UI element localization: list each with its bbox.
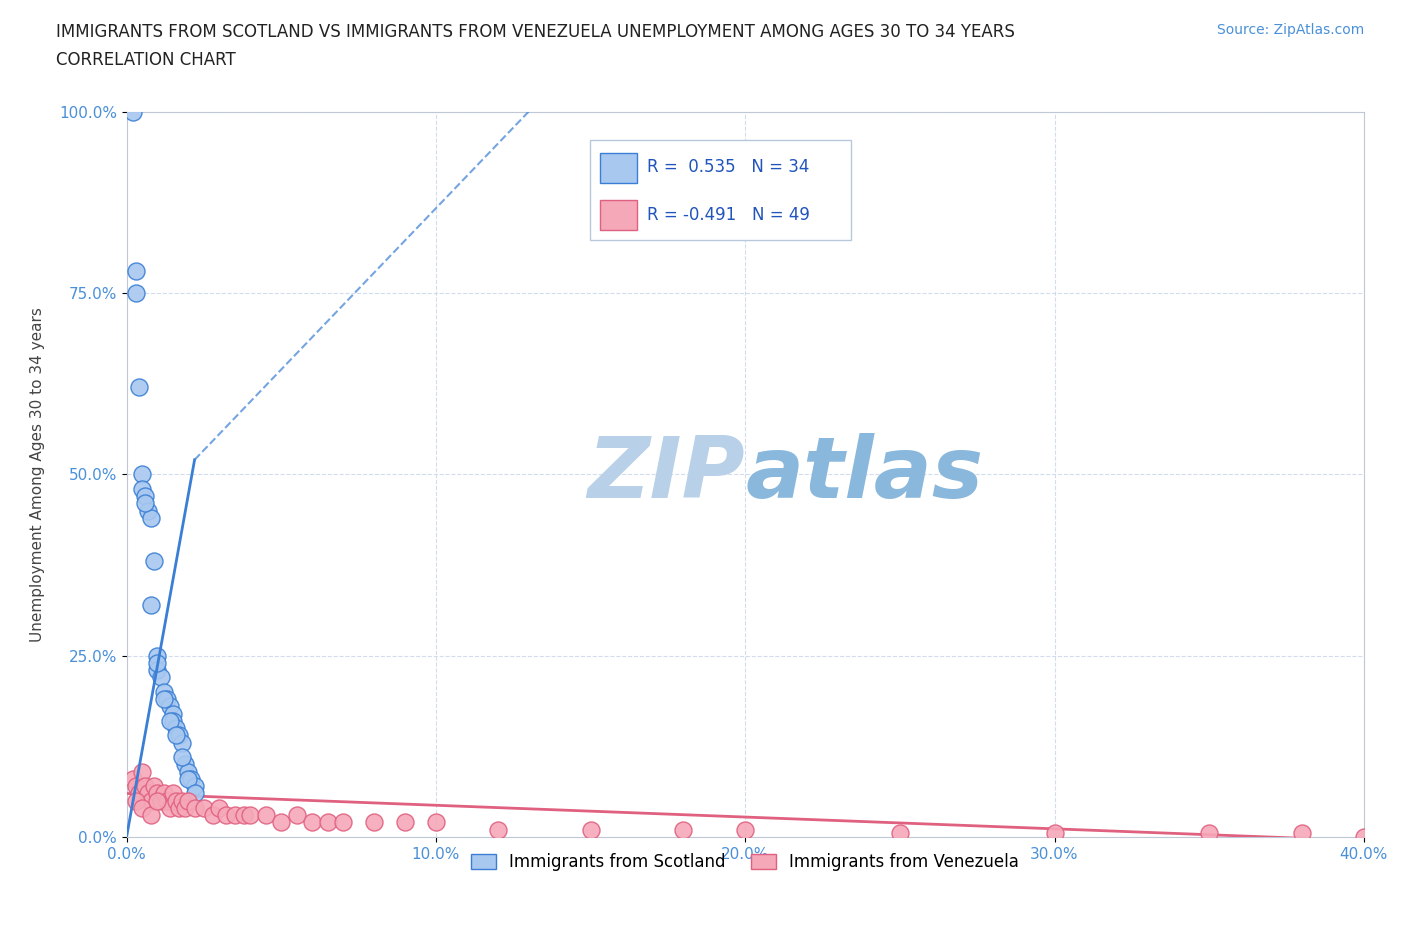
Point — [149, 670, 172, 684]
Point — [141, 793, 163, 808]
Point — [224, 808, 246, 823]
Point — [172, 750, 194, 764]
Point — [889, 826, 911, 841]
Point — [152, 692, 174, 707]
Point — [162, 706, 184, 721]
Point — [146, 663, 169, 678]
FancyBboxPatch shape — [600, 153, 637, 183]
Point — [162, 786, 184, 801]
Point — [193, 801, 215, 816]
Point — [214, 808, 236, 823]
Point — [131, 482, 153, 497]
Point — [177, 764, 200, 779]
Point — [208, 801, 231, 816]
Point — [141, 511, 163, 525]
Point — [131, 764, 153, 779]
Point — [270, 815, 292, 830]
Y-axis label: Unemployment Among Ages 30 to 34 years: Unemployment Among Ages 30 to 34 years — [30, 307, 45, 642]
Point — [162, 713, 184, 728]
Point — [165, 721, 187, 736]
Point — [486, 822, 509, 837]
Point — [285, 808, 308, 823]
Point — [159, 699, 181, 714]
Point — [174, 757, 197, 772]
Point — [579, 822, 602, 837]
Point — [167, 801, 190, 816]
FancyBboxPatch shape — [591, 140, 852, 241]
Point — [156, 692, 179, 707]
Legend: Immigrants from Scotland, Immigrants from Venezuela: Immigrants from Scotland, Immigrants fro… — [463, 844, 1028, 880]
Point — [202, 808, 225, 823]
Point — [174, 801, 197, 816]
Point — [159, 801, 181, 816]
Point — [136, 786, 159, 801]
Point — [672, 822, 695, 837]
Point — [146, 786, 169, 801]
Text: atlas: atlas — [745, 432, 983, 516]
Text: R =  0.535   N = 34: R = 0.535 N = 34 — [647, 158, 810, 177]
Point — [159, 713, 181, 728]
Point — [734, 822, 756, 837]
Point — [165, 728, 187, 743]
Point — [134, 488, 156, 503]
Point — [1198, 826, 1220, 841]
Point — [1291, 826, 1313, 841]
Point — [146, 793, 169, 808]
Text: CORRELATION CHART: CORRELATION CHART — [56, 51, 236, 69]
Point — [425, 815, 447, 830]
Text: R = -0.491   N = 49: R = -0.491 N = 49 — [647, 206, 810, 224]
Point — [316, 815, 339, 830]
Point — [301, 815, 323, 830]
Point — [146, 656, 169, 671]
Point — [131, 467, 153, 482]
Point — [254, 808, 277, 823]
Point — [177, 772, 200, 787]
Point — [152, 786, 174, 801]
Point — [141, 808, 163, 823]
FancyBboxPatch shape — [600, 200, 637, 231]
Point — [183, 801, 205, 816]
Point — [141, 597, 163, 612]
Point — [363, 815, 385, 830]
Point — [332, 815, 354, 830]
Point — [136, 503, 159, 518]
Text: IMMIGRANTS FROM SCOTLAND VS IMMIGRANTS FROM VENEZUELA UNEMPLOYMENT AMONG AGES 30: IMMIGRANTS FROM SCOTLAND VS IMMIGRANTS F… — [56, 23, 1015, 41]
Point — [172, 793, 194, 808]
Point — [1353, 830, 1375, 844]
Point — [146, 648, 169, 663]
Point — [143, 778, 166, 793]
Point — [125, 793, 148, 808]
Point — [1043, 826, 1066, 841]
Point — [134, 496, 156, 511]
Point — [125, 264, 148, 279]
Point — [128, 786, 150, 801]
Point — [167, 728, 190, 743]
Point — [134, 778, 156, 793]
Point — [156, 793, 179, 808]
Point — [177, 793, 200, 808]
Point — [183, 786, 205, 801]
Point — [172, 736, 194, 751]
Point — [152, 684, 174, 699]
Point — [239, 808, 262, 823]
Point — [143, 554, 166, 569]
Point — [394, 815, 416, 830]
Text: Source: ZipAtlas.com: Source: ZipAtlas.com — [1216, 23, 1364, 37]
Point — [183, 778, 205, 793]
Point — [149, 793, 172, 808]
Point — [180, 772, 202, 787]
Point — [121, 772, 143, 787]
Point — [165, 793, 187, 808]
Point — [125, 286, 148, 300]
Point — [233, 808, 256, 823]
Point — [128, 379, 150, 394]
Text: ZIP: ZIP — [588, 432, 745, 516]
Point — [131, 801, 153, 816]
Point — [125, 778, 148, 793]
Point — [121, 104, 143, 119]
